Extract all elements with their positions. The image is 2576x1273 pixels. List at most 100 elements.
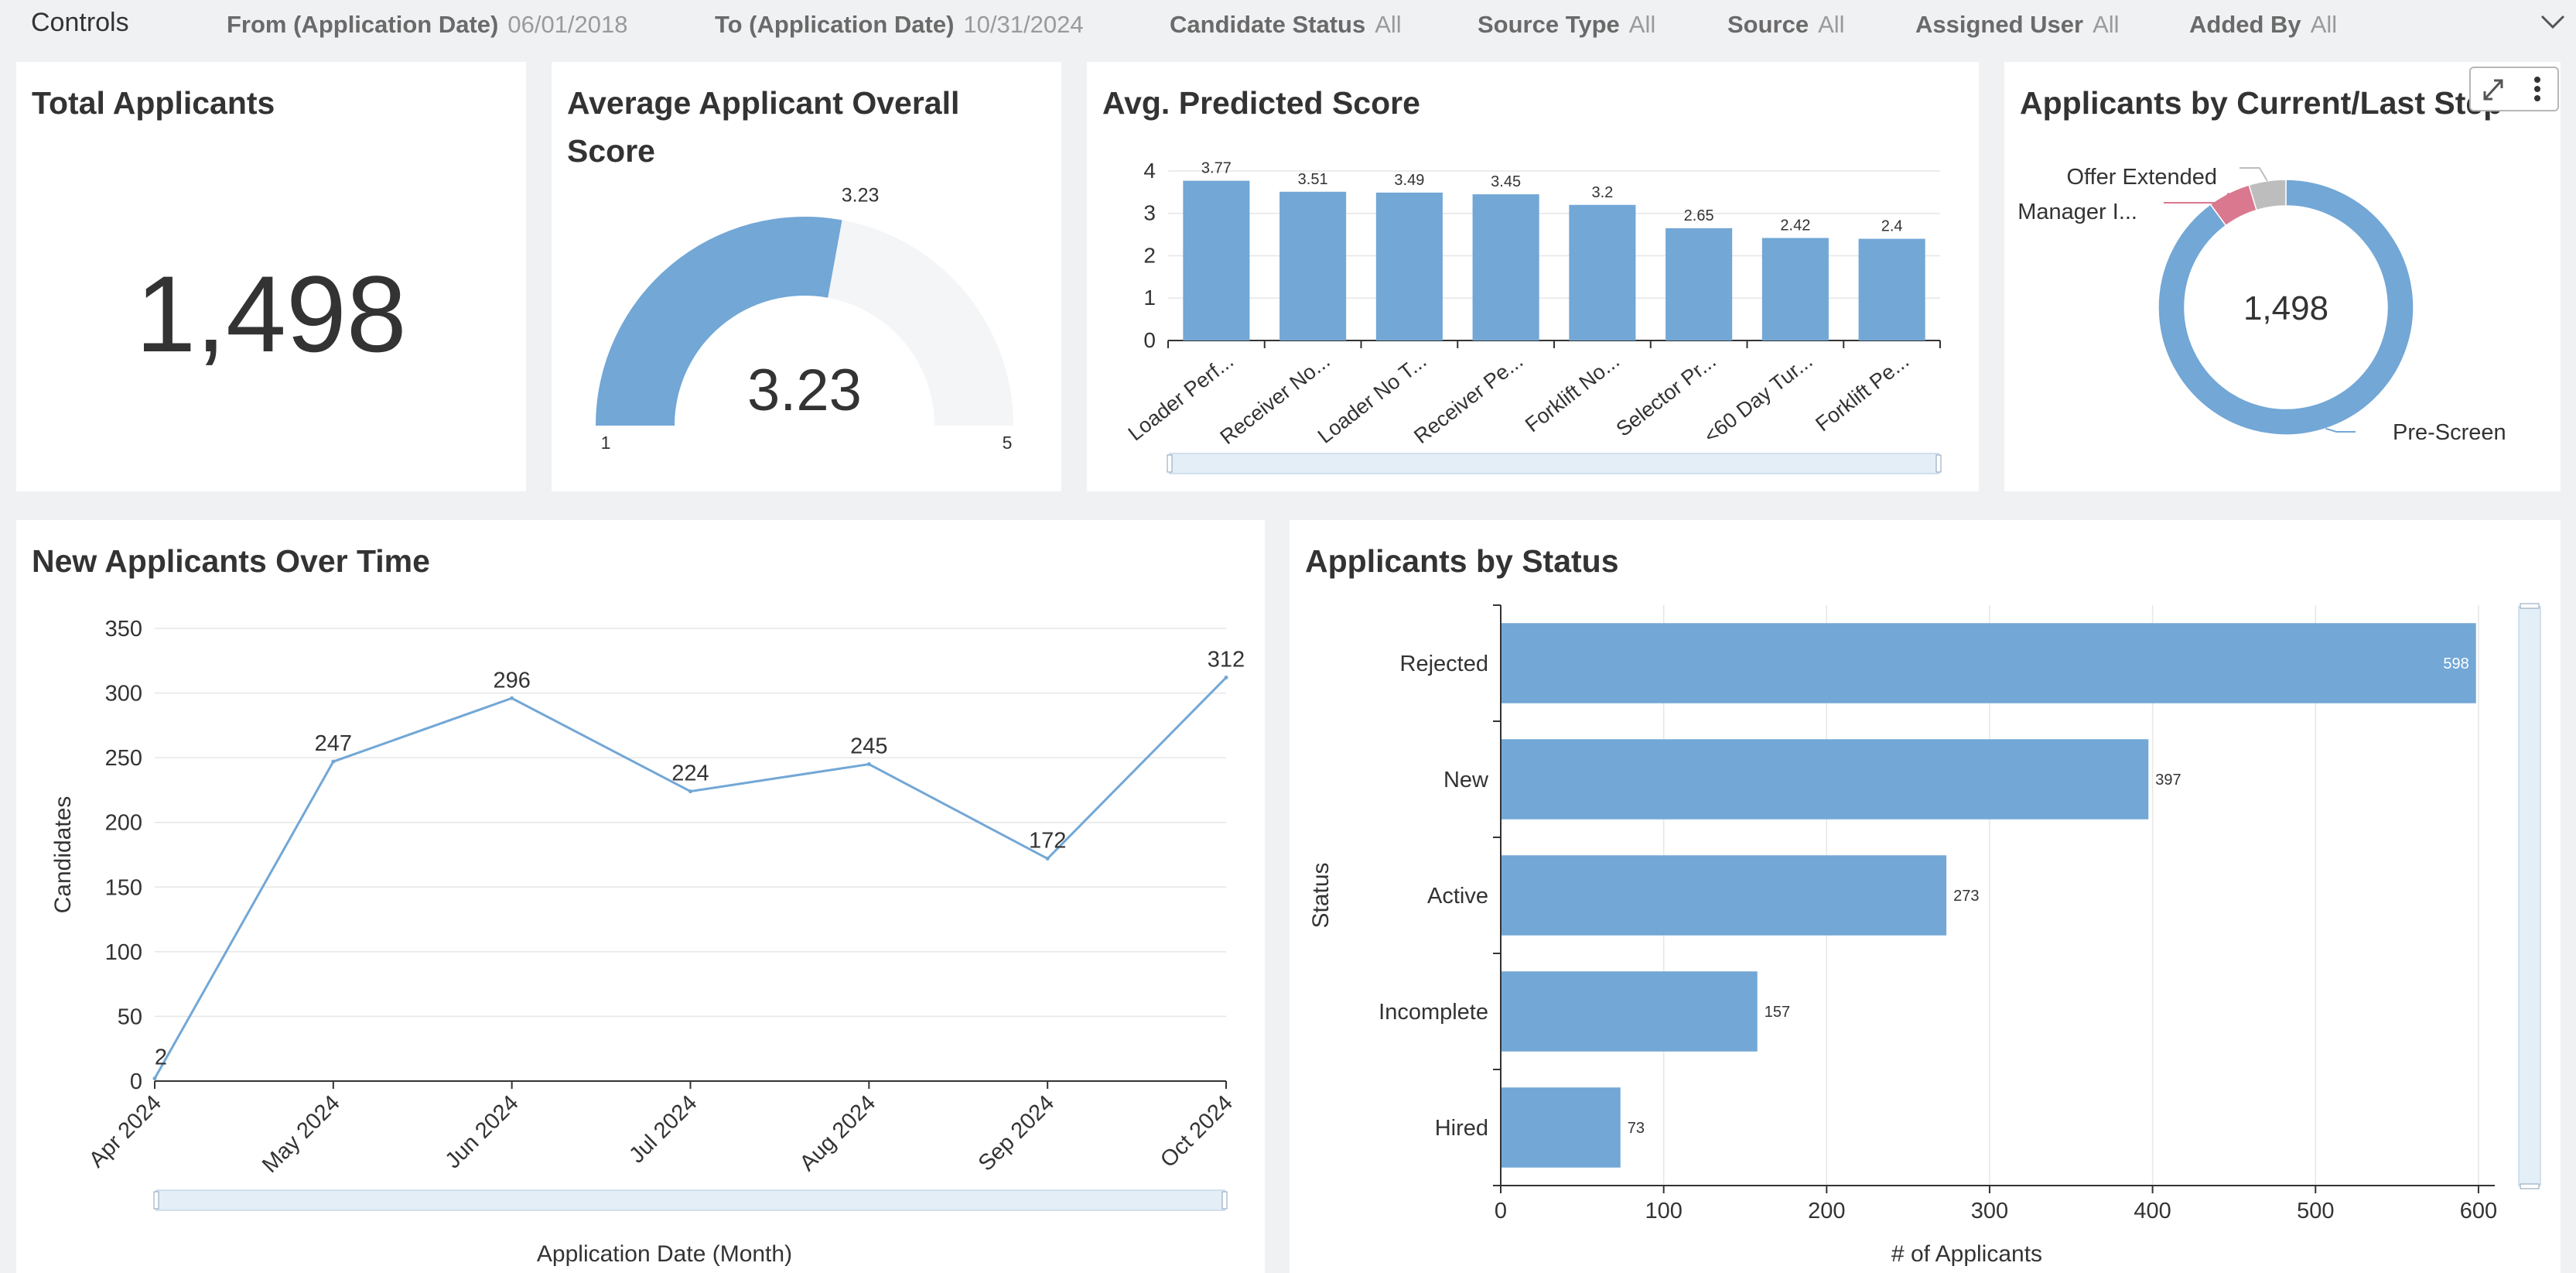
- data-label: 312: [1208, 648, 1245, 672]
- x-tick-label: Jun 2024: [441, 1090, 524, 1173]
- card-title: Avg. Predicted Score: [1102, 85, 1420, 121]
- chevron-down-icon[interactable]: [2537, 6, 2568, 37]
- filter-from-date[interactable]: From (Application Date) 06/01/2018: [227, 11, 628, 39]
- bar: [1502, 855, 1947, 936]
- y-tick-label: 3: [1143, 201, 1156, 225]
- data-label: 172: [1029, 829, 1066, 854]
- card-title-line2: Score: [567, 133, 655, 169]
- slice-label: Pre-Screen: [2393, 420, 2506, 445]
- filter-value: All: [1818, 11, 1845, 38]
- gauge-fill: [596, 217, 842, 426]
- filter-value: All: [2310, 11, 2338, 38]
- y-tick-label: New: [1443, 768, 1489, 792]
- bar-value-label: 273: [1953, 888, 1979, 905]
- bar-value-label: 2.65: [1684, 207, 1714, 224]
- scrollbar-handle-top: [2520, 603, 2540, 609]
- y-tick-label: 250: [105, 746, 142, 771]
- filter-source-type[interactable]: Source Type All: [1478, 11, 1655, 39]
- filter-source[interactable]: Source All: [1727, 11, 1845, 39]
- scrollbar-track: [2518, 606, 2541, 1186]
- slice-label: Offer Extended: [2066, 165, 2217, 190]
- scrollbar-track: [155, 1189, 1225, 1211]
- y-tick-label: 50: [118, 1004, 142, 1029]
- applicants-by-status-chart: 0 100 200 300 400 500 600 598 Rejected 397 New 273 A…: [1308, 603, 2541, 1267]
- y-tick-label: 150: [105, 875, 142, 900]
- bar: [1279, 191, 1347, 340]
- filter-added-by[interactable]: Added By All: [2189, 11, 2337, 39]
- y-tick-label: Hired: [1435, 1116, 1488, 1141]
- data-point: [1224, 676, 1228, 680]
- avg-predicted-score-card: Avg. Predicted Score 0 1 2 3 4 3.77 Loader Per…: [1087, 62, 1979, 491]
- x-tick-label: 0: [1495, 1199, 1507, 1223]
- gauge-chart: 3.23 3.23 1 5: [596, 185, 1013, 453]
- filter-value: All: [1375, 11, 1402, 38]
- scrollbar-handle-right: [1221, 1191, 1228, 1210]
- x-axis-title: # of Applicants: [1891, 1241, 2042, 1267]
- leader-line: [2325, 427, 2356, 433]
- data-label: 247: [315, 731, 352, 756]
- slice-label: Manager I...: [2017, 200, 2137, 224]
- y-tick-label: 100: [105, 940, 142, 965]
- data-point: [152, 1076, 157, 1081]
- filter-assigned-user[interactable]: Assigned User All: [1915, 11, 2120, 39]
- x-tick-label: Jul 2024: [624, 1090, 702, 1168]
- x-tick-label: 100: [1645, 1199, 1682, 1223]
- x-tick-label: Sep 2024: [974, 1090, 1059, 1175]
- y-axis-title: Status: [1308, 862, 1334, 928]
- bar-value-label: 3.45: [1491, 173, 1521, 190]
- controls-bar: Controls From (Application Date) 06/01/20…: [0, 0, 2576, 48]
- bar-value-label: 598: [2443, 655, 2468, 672]
- donut-slice: [2157, 179, 2414, 436]
- filter-label: Candidate Status: [1170, 11, 1366, 38]
- card-title-line1: Average Applicant Overall: [567, 85, 960, 121]
- bar-value-label: 397: [2155, 772, 2181, 789]
- more-vertical-icon[interactable]: [2522, 68, 2553, 110]
- filter-value: All: [1628, 11, 1656, 38]
- filter-value: 10/31/2024: [963, 11, 1084, 38]
- card-title: Applicants by Status: [1305, 543, 1619, 579]
- y-tick-label: 200: [105, 811, 142, 836]
- filter-to-date[interactable]: To (Application Date) 10/31/2024: [715, 11, 1084, 39]
- filter-label: Assigned User: [1915, 11, 2084, 38]
- card-title: New Applicants Over Time: [32, 543, 430, 579]
- leader-line: [2239, 167, 2268, 182]
- x-tick-label: May 2024: [258, 1090, 345, 1178]
- bar: [1502, 1087, 1621, 1168]
- donut-slice: [2248, 179, 2287, 211]
- x-tick-label: Oct 2024: [1156, 1090, 1238, 1172]
- expand-icon[interactable]: [2474, 68, 2513, 110]
- y-tick-label: 0: [1143, 328, 1156, 352]
- data-label: 245: [850, 734, 887, 759]
- filter-label: Source: [1727, 11, 1809, 38]
- data-point: [331, 759, 336, 764]
- scrollbar-handle-bottom: [2520, 1183, 2540, 1189]
- bar: [1375, 192, 1443, 340]
- new-applicants-line-chart: 0 50 100 150 200 250 300 350 2 Apr 2024 247 May 202…: [50, 617, 1245, 1267]
- bar-value-label: 3.2: [1591, 184, 1613, 201]
- x-tick-label: Forklift No...: [1521, 349, 1624, 436]
- y-tick-label: Active: [1427, 884, 1488, 909]
- over-time-card: New Applicants Over Time 0 50 100 150 200 250…: [16, 520, 1265, 1273]
- donut-center-value: 1,498: [2243, 289, 2328, 327]
- scrollbar-handle-right: [1935, 454, 1942, 473]
- total-applicants-card: Total Applicants 1,498: [16, 62, 526, 491]
- y-tick-label: 4: [1143, 159, 1156, 183]
- avg-overall-score-card: Average Applicant Overall Score 3.23 3.2…: [552, 62, 1061, 491]
- card-toolbar: [2469, 67, 2559, 111]
- filter-candidate-status[interactable]: Candidate Status All: [1170, 11, 1402, 39]
- data-point: [510, 696, 514, 700]
- bar-value-label: 73: [1628, 1120, 1645, 1137]
- bar: [1502, 971, 1758, 1052]
- scrollbar-handle-left: [1167, 454, 1173, 473]
- data-point: [866, 762, 871, 766]
- filter-label: Source Type: [1478, 11, 1620, 38]
- y-tick-label: 350: [105, 617, 142, 642]
- y-tick-label: Incomplete: [1379, 1000, 1488, 1025]
- gauge-center-value: 3.23: [747, 358, 862, 423]
- filter-value: 06/01/2018: [507, 11, 628, 38]
- bar: [1666, 228, 1733, 340]
- card-title: Average Applicant Overall Score: [567, 79, 959, 175]
- bar-value-label: 3.49: [1394, 172, 1424, 189]
- bar: [1761, 238, 1829, 340]
